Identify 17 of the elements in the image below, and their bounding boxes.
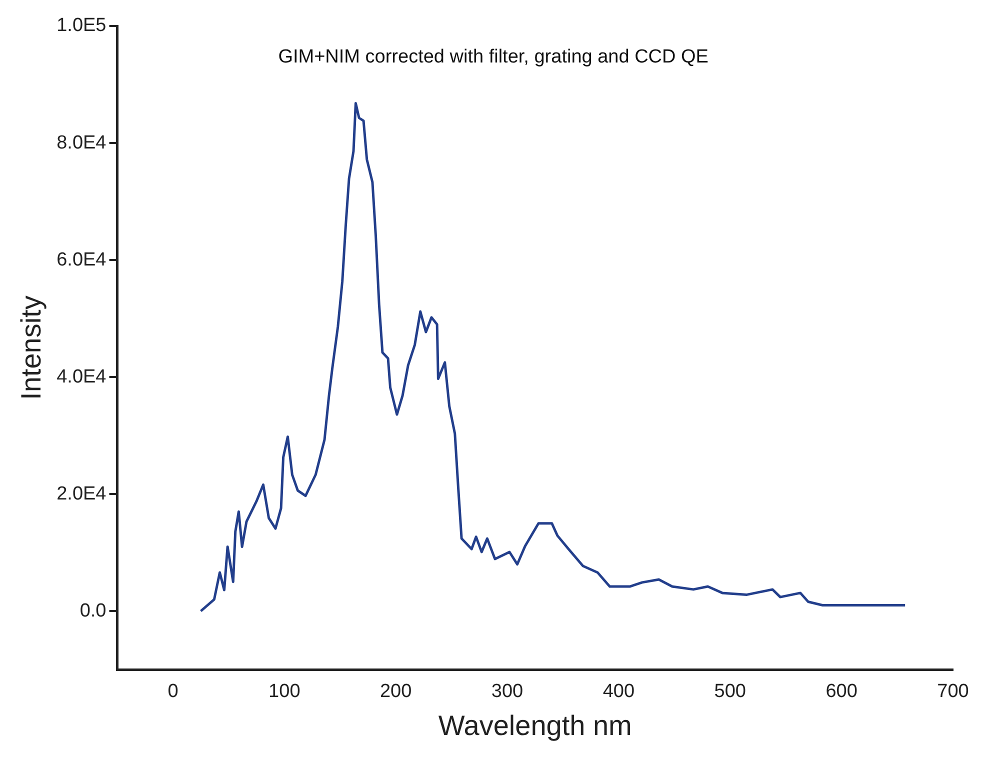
x-tick-label: 300: [491, 681, 524, 702]
y-tick-label: 1.0E5: [56, 15, 106, 36]
x-tick-label: 0: [168, 681, 178, 702]
x-axis-title: Wavelength nm: [438, 710, 632, 741]
y-axis-title: Intensity: [16, 296, 47, 400]
y-tick-label: 8.0E4: [56, 132, 107, 154]
y-tick-label: 0.0: [80, 600, 106, 622]
y-tick-label: 6.0E4: [56, 249, 107, 270]
x-tick-label: 200: [380, 681, 412, 702]
x-tick-label: 700: [937, 681, 969, 702]
annotation: GIM+NIM corrected with filter, grating and CCD QE: [278, 46, 708, 68]
y-tick-label: 4.0E4: [56, 366, 107, 388]
x-tick-label: 400: [602, 681, 635, 702]
y-tick-label: 2.0E4: [56, 483, 107, 504]
x-tick-label: 100: [268, 681, 300, 702]
x-tick-label: 600: [826, 681, 858, 702]
x-tick-label: 500: [714, 681, 746, 702]
